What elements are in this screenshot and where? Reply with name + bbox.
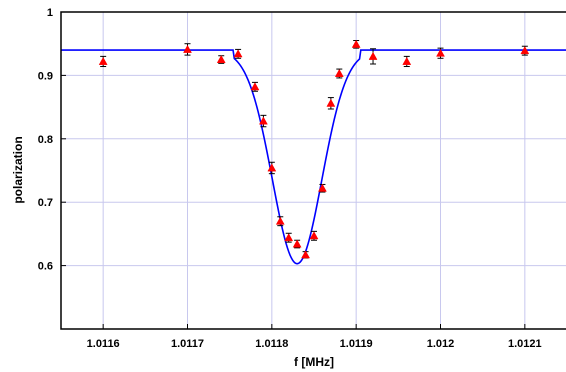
x-axis-title: f [MHz] — [294, 355, 334, 369]
y-axis-title: polarization — [11, 136, 25, 203]
x-tick-label: 1.012 — [427, 338, 455, 350]
x-tick-label: 1.0117 — [171, 338, 204, 350]
x-tick-label: 1.0118 — [255, 338, 288, 350]
y-tick-label: 0.8 — [38, 134, 53, 146]
y-tick-label: 0.9 — [38, 70, 53, 82]
x-tick-label: 1.0119 — [340, 338, 373, 350]
y-tick-label: 0.6 — [38, 261, 53, 273]
y-tick-label: 0.7 — [38, 197, 53, 209]
y-tick-label: 1 — [47, 7, 53, 19]
x-tick-label: 1.0121 — [508, 338, 542, 350]
x-tick-label: 1.0116 — [87, 338, 120, 350]
plot-area — [61, 12, 566, 329]
